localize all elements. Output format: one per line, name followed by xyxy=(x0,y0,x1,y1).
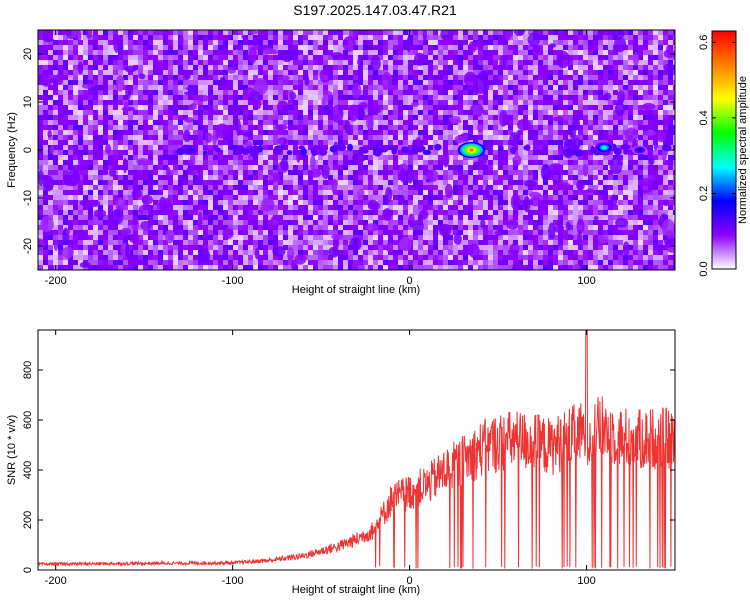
colorbar-tick-label: 0.6 xyxy=(698,35,710,50)
x-tick-label: -200 xyxy=(45,575,67,587)
y-tick-label: 200 xyxy=(22,511,34,529)
heatmap-x-axis-label: Height of straight line (km) xyxy=(292,284,420,296)
x-tick-label: 0 xyxy=(407,575,413,587)
y-tick-label: 20 xyxy=(22,48,34,60)
snr-x-axis-label: Height of straight line (km) xyxy=(292,584,420,596)
y-tick-label: 600 xyxy=(22,411,34,429)
y-tick-label: 800 xyxy=(22,361,34,379)
heatmap-feature-2 xyxy=(632,145,647,155)
snr-series-line xyxy=(38,330,675,569)
colorbar-gradient xyxy=(711,30,737,270)
snr-x-ticks: -200 -100 0 100 xyxy=(45,330,596,587)
y-tick-label: 0 xyxy=(22,147,34,153)
snr-y-axis-label: SNR (10 * v/v) xyxy=(6,415,18,485)
colorbar-tick-label: 0.4 xyxy=(698,110,710,125)
heatmap-feature-1 xyxy=(594,142,614,154)
heatmap-feature-0 xyxy=(457,142,486,158)
x-tick-label: -200 xyxy=(45,275,67,287)
heatmap-cells xyxy=(38,30,675,270)
x-tick-label: 100 xyxy=(577,275,595,287)
y-tick-label: 10 xyxy=(22,96,34,108)
y-tick-label: 400 xyxy=(22,461,34,479)
x-tick-label: -100 xyxy=(222,275,244,287)
x-tick-label: 0 xyxy=(407,275,413,287)
colorbar: 0.0 0.2 0.4 0.6 Normalized spectral amplitu… xyxy=(698,30,749,277)
y-tick-label: -20 xyxy=(22,238,34,254)
colorbar-label: Normalized spectral amplitude xyxy=(737,76,749,224)
snr-y-ticks: 0 200 400 600 800 xyxy=(22,361,675,573)
x-tick-label: 100 xyxy=(577,575,595,587)
chart-title: S197.2025.147.03.47.R21 xyxy=(293,2,457,18)
heatmap-features xyxy=(457,142,647,158)
snr-frame xyxy=(37,329,676,571)
snr-panel: -200 -100 0 100 0 200 400 600 800 Height of str… xyxy=(6,329,676,596)
y-tick-label: 0 xyxy=(22,567,34,573)
colorbar-tick-label: 0.0 xyxy=(698,261,710,276)
heatmap-x-ticks: -200 -100 0 100 xyxy=(45,30,596,287)
heatmap-y-ticks: -20 -10 0 10 20 xyxy=(22,48,675,254)
colorbar-tick-label: 0.2 xyxy=(698,186,710,201)
colorbar-ticks: 0.0 0.2 0.4 0.6 xyxy=(698,35,736,277)
y-tick-label: -10 xyxy=(22,190,34,206)
x-tick-label: -100 xyxy=(222,575,244,587)
heatmap-y-axis-label: Frequency (Hz) xyxy=(6,112,18,188)
